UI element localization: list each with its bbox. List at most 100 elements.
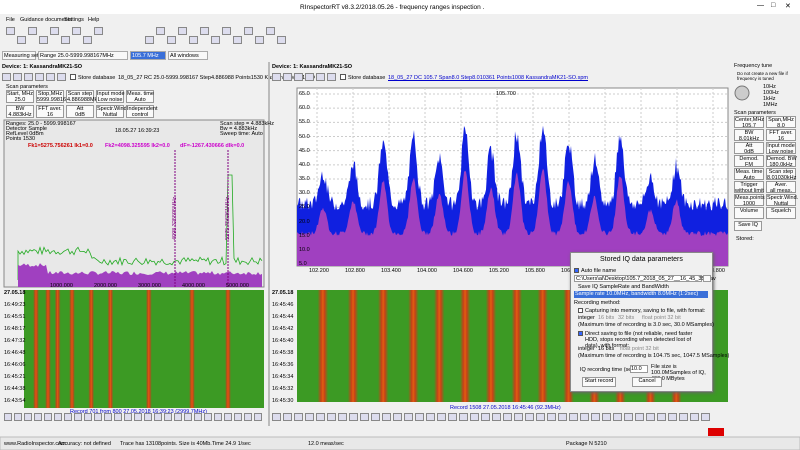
toolbar-icon[interactable]	[701, 413, 710, 421]
toolbar-icon[interactable]	[437, 413, 446, 421]
toolbar-icon[interactable]	[349, 413, 358, 421]
toolbar-icon[interactable]	[459, 413, 468, 421]
toolbar-icon[interactable]	[448, 413, 457, 421]
toolbar-icon[interactable]	[536, 413, 545, 421]
cancel-button[interactable]: Cancel	[632, 377, 662, 387]
param-button[interactable]: BW 4.883kHz	[6, 105, 34, 118]
toolbar-icon[interactable]	[35, 73, 44, 81]
param-button[interactable]: BW 8.01kHz	[734, 129, 764, 141]
toolbar-icon[interactable]	[174, 413, 182, 421]
param-button[interactable]: FFT aver. 16	[766, 129, 796, 141]
toolbar-icon[interactable]	[382, 413, 391, 421]
menu-item[interactable]: Settings	[64, 17, 84, 23]
toolbar-icon[interactable]	[254, 413, 262, 421]
menu-item[interactable]: File	[6, 17, 15, 23]
param-button[interactable]: Scan step 8.01030kHz	[766, 168, 796, 180]
toolbar-icon[interactable]	[94, 413, 102, 421]
toolbar-icon[interactable]	[194, 413, 202, 421]
toolbar-icon[interactable]	[558, 413, 567, 421]
toolbar-icon[interactable]	[503, 413, 512, 421]
toolbar-icon[interactable]	[338, 413, 347, 421]
toolbar-icon[interactable]	[316, 413, 325, 421]
window-control[interactable]: □	[771, 2, 776, 9]
toolbar-icon[interactable]	[184, 413, 192, 421]
toolbar-icon[interactable]	[426, 413, 435, 421]
toolbar-icon[interactable]	[591, 413, 600, 421]
param-button[interactable]: Squelch	[766, 207, 796, 219]
toolbar-icon[interactable]	[4, 413, 12, 421]
param-button[interactable]: Att 0dB	[734, 142, 764, 154]
toolbar-icon[interactable]	[294, 413, 303, 421]
toolbar-icon[interactable]	[144, 413, 152, 421]
toolbar-icon[interactable]	[164, 413, 172, 421]
toolbar-icon[interactable]	[272, 73, 281, 81]
param-button[interactable]: Stop,MHz 5999.998167	[36, 90, 69, 103]
param-button[interactable]: Meas.points 1000	[734, 194, 765, 206]
param-button[interactable]: Spectr.Wind. Nuttal	[96, 105, 128, 118]
toolbar-icon[interactable]	[2, 73, 11, 81]
toolbar-icon[interactable]	[145, 36, 154, 44]
toolbar-icon[interactable]	[255, 36, 264, 44]
toolbar-icon[interactable]	[200, 27, 209, 35]
toolbar-icon[interactable]	[492, 413, 501, 421]
toolbar-icon[interactable]	[178, 27, 187, 35]
param-button[interactable]: Demod. BW 180.0kHz	[766, 155, 797, 167]
toolbar-icon[interactable]	[602, 413, 611, 421]
toolbar-icon[interactable]	[415, 413, 424, 421]
param-button[interactable]: FFT aver. 16	[36, 105, 64, 118]
toolbar-icon[interactable]	[283, 73, 292, 81]
checkbox[interactable]	[340, 74, 346, 80]
start-button[interactable]: Start record	[582, 377, 616, 387]
text-field[interactable]: C:\Users\al\Desktop\105.7_2018_05_27__16…	[574, 275, 716, 282]
toolbar-icon[interactable]	[17, 36, 26, 44]
toolbar-icon[interactable]	[57, 73, 66, 81]
tab[interactable]: Measuring setup	[2, 51, 45, 60]
toolbar-icon[interactable]	[61, 36, 70, 44]
toolbar-icon[interactable]	[305, 413, 314, 421]
toolbar-icon[interactable]	[266, 27, 275, 35]
tab[interactable]: Range 25.0-5999.998167MHz	[38, 51, 128, 60]
toolbar-icon[interactable]	[124, 413, 132, 421]
toolbar-icon[interactable]	[189, 36, 198, 44]
toolbar-icon[interactable]	[327, 413, 336, 421]
toolbar-icon[interactable]	[525, 413, 534, 421]
tab[interactable]: 105.7 MHz	[130, 51, 166, 60]
toolbar-icon[interactable]	[34, 413, 42, 421]
param-button[interactable]: Meas. time Auto	[734, 168, 764, 180]
toolbar-icon[interactable]	[64, 413, 72, 421]
toolbar-icon[interactable]	[14, 413, 22, 421]
toolbar-icon[interactable]	[94, 27, 103, 35]
toolbar-icon[interactable]	[613, 413, 622, 421]
toolbar-icon[interactable]	[156, 27, 165, 35]
toolbar-icon[interactable]	[24, 73, 33, 81]
toolbar-icon[interactable]	[277, 36, 286, 44]
param-button[interactable]: Input mode Low noise	[766, 142, 796, 154]
toolbar-icon[interactable]	[272, 413, 281, 421]
param-button[interactable]: Start, MHz 25.0	[6, 90, 34, 103]
checkbox[interactable]	[578, 308, 583, 313]
dropdown[interactable]: Sample rate 10.0MHz, bandwidth 8.0MHz (1…	[574, 291, 708, 298]
toolbar-icon[interactable]	[327, 73, 336, 81]
toolbar-icon[interactable]	[134, 413, 142, 421]
toolbar-icon[interactable]	[224, 413, 232, 421]
toolbar-icon[interactable]	[50, 27, 59, 35]
param-button[interactable]: Volume	[734, 207, 764, 219]
param-button[interactable]: Trigger without limit	[734, 181, 764, 193]
toolbar-icon[interactable]	[244, 413, 252, 421]
param-button[interactable]: Aver. all meas.	[766, 181, 796, 193]
checkbox[interactable]	[70, 74, 76, 80]
toolbar-icon[interactable]	[211, 36, 220, 44]
toolbar-icon[interactable]	[39, 36, 48, 44]
toolbar-icon[interactable]	[44, 413, 52, 421]
param-button[interactable]: Meas. time Auto	[126, 90, 154, 103]
window-control[interactable]: —	[757, 2, 764, 9]
menu-item[interactable]: Help	[88, 17, 100, 23]
param-button[interactable]: Span,MHz 8.0	[766, 116, 796, 128]
param-button[interactable]: Spectr.Wind. Nuttal	[766, 194, 798, 206]
toolbar-icon[interactable]	[28, 27, 37, 35]
text-field[interactable]: 10.0	[630, 365, 648, 373]
toolbar-icon[interactable]	[514, 413, 523, 421]
browse-button[interactable]	[703, 275, 711, 282]
toolbar-icon[interactable]	[547, 413, 556, 421]
toolbar-icon[interactable]	[234, 413, 242, 421]
